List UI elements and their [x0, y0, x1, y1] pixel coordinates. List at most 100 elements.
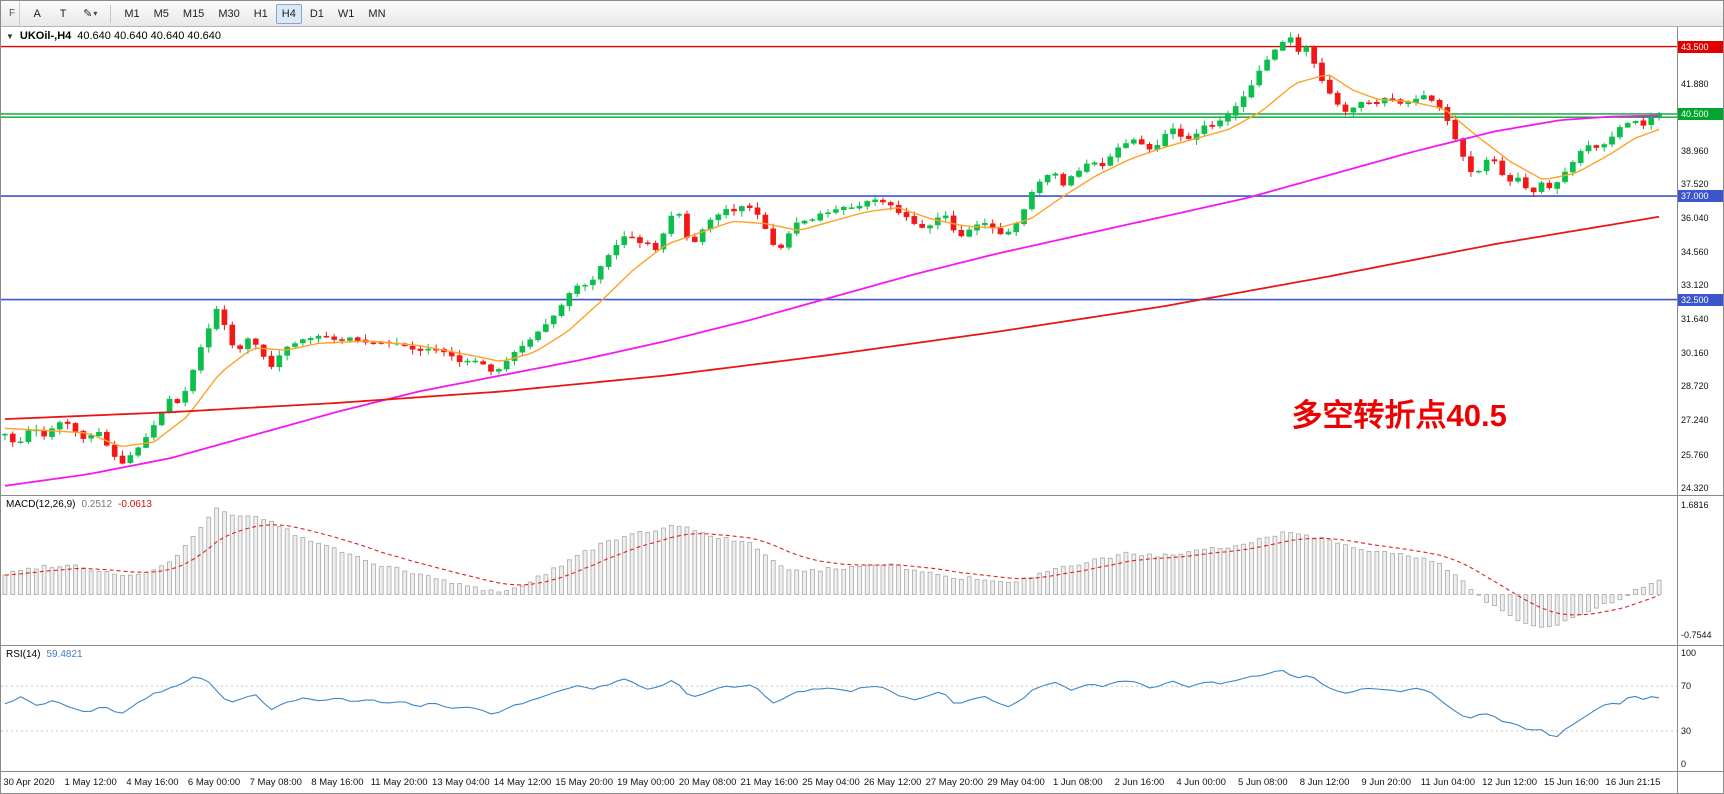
- timeframe-h1-button[interactable]: H1: [248, 4, 274, 24]
- time-label: 9 Jun 20:00: [1361, 777, 1412, 788]
- time-axis[interactable]: 30 Apr 2020 1 May 12:00 4 May 16:00 6 May 0…: [1, 771, 1723, 793]
- label-tool-button[interactable]: T: [51, 4, 75, 24]
- toolbar: F A T ✎ ▾ M1 M5 M15 M30 H1 H4 D1 W1 MN: [1, 1, 1723, 27]
- timeframe-w1-button[interactable]: W1: [332, 4, 361, 24]
- rsi-canvas: [1, 669, 1677, 738]
- price-tick-label: 36.040: [1681, 213, 1709, 224]
- timeframe-m5-button[interactable]: M5: [148, 4, 175, 24]
- timeframe-m30-button[interactable]: M30: [212, 4, 245, 24]
- rsi-tick-label: 30: [1681, 725, 1692, 736]
- time-label: 15 May 20:00: [555, 777, 614, 788]
- time-label: 20 May 08:00: [678, 777, 737, 788]
- macd-canvas: [2, 507, 1662, 628]
- price-tick-label: 41.880: [1681, 78, 1709, 89]
- time-label: 6 May 00:00: [187, 777, 241, 788]
- timeframe-d1-button[interactable]: D1: [304, 4, 330, 24]
- chart-title: ▼ UKOil-,H4 40.640 40.640 40.640 40.640: [6, 30, 221, 42]
- macd-signal-line: [4, 524, 1660, 616]
- text-tool-button[interactable]: A: [25, 4, 49, 24]
- price-line-badge: 43.500: [1678, 40, 1723, 53]
- macd-tick-label: 1.6816: [1681, 499, 1709, 510]
- macd-tick-label: -0.7544: [1681, 629, 1712, 640]
- time-label: 14 May 12:00: [493, 777, 552, 788]
- draw-tool-button[interactable]: ✎ ▾: [77, 4, 103, 24]
- time-label: 2 Jun 16:00: [1114, 777, 1165, 788]
- macd-plot[interactable]: MACD(12,26,9) 0.2512 -0.0613: [1, 496, 1677, 645]
- ma-slow-red: [4, 215, 1660, 421]
- pencil-icon: ✎: [83, 8, 93, 20]
- time-label: 25 May 04:00: [802, 777, 860, 788]
- time-label: 8 May 16:00: [311, 777, 364, 788]
- ma-fast-orange: [4, 74, 1660, 448]
- timeframe-h4-button[interactable]: H4: [275, 3, 302, 24]
- ohlc-values: 40.640 40.640 40.640 40.640: [77, 30, 222, 42]
- main-chart-panel: ▼ UKOil-,H4 40.640 40.640 40.640 40.640 …: [1, 27, 1723, 495]
- timeframe-m1-button[interactable]: M1: [118, 4, 145, 24]
- price-tick-label: 31.640: [1681, 314, 1709, 325]
- time-label: 12 Jun 12:00: [1482, 777, 1538, 788]
- price-line-badge: 40.500: [1678, 107, 1723, 120]
- time-label: 13 May 04:00: [432, 777, 490, 788]
- time-label: 26 May 12:00: [863, 777, 922, 788]
- macd-name: MACD(12,26,9): [6, 499, 76, 510]
- macd-indicator-panel: MACD(12,26,9) 0.2512 -0.0613 1.6816 -0.75…: [1, 495, 1723, 645]
- main-chart-canvas: [1, 32, 1677, 487]
- main-price-axis[interactable]: 41.880 38.960 37.520 36.040 34.560 33.120 31.6…: [1677, 27, 1723, 495]
- toolbar-separator: [110, 4, 112, 23]
- chart-annotation-text: 多空转折点40.5: [1291, 397, 1507, 433]
- price-tick-label: 30.160: [1681, 348, 1709, 359]
- ma-mid-magenta: [4, 114, 1660, 487]
- macd-axis[interactable]: 1.6816 -0.7544: [1677, 496, 1723, 645]
- main-plot[interactable]: ▼ UKOil-,H4 40.640 40.640 40.640 40.640 …: [1, 27, 1677, 495]
- price-tick-label: 27.240: [1681, 415, 1709, 426]
- rsi-tick-label: 0: [1681, 759, 1687, 770]
- rsi-indicator-panel: RSI(14) 59.4821 100 70 30 0: [1, 645, 1723, 771]
- timeframe-m15-button[interactable]: M15: [177, 4, 210, 24]
- dropdown-triangle-icon[interactable]: ▼: [6, 31, 14, 41]
- price-line-badge: 32.500: [1678, 293, 1723, 306]
- time-label: 5 Jun 08:00: [1238, 777, 1288, 788]
- symbol-label: UKOil-,H4: [19, 30, 72, 42]
- time-label: 1 May 12:00: [64, 777, 117, 788]
- time-label: 1 Jun 08:00: [1052, 777, 1103, 788]
- rsi-value: 59.4821: [46, 649, 83, 660]
- time-label: 21 May 16:00: [740, 777, 799, 788]
- price-tick-label: 33.120: [1681, 280, 1709, 291]
- time-axis-labels: 30 Apr 2020 1 May 12:00 4 May 16:00 6 May 0…: [1, 772, 1677, 793]
- time-label: 27 May 20:00: [925, 777, 984, 788]
- macd-value-main: 0.2512: [81, 499, 113, 510]
- time-label: 11 May 20:00: [370, 777, 428, 788]
- rsi-plot[interactable]: RSI(14) 59.4821: [1, 646, 1677, 771]
- time-label: 19 May 00:00: [617, 777, 675, 788]
- rsi-tick-label: 70: [1681, 681, 1692, 692]
- price-tick-label: 24.320: [1681, 482, 1709, 493]
- time-label: 29 May 04:00: [987, 777, 1045, 788]
- time-label: 15 Jun 16:00: [1543, 777, 1599, 788]
- time-axis-corner: [1677, 772, 1723, 793]
- price-tick-label: 34.560: [1681, 247, 1709, 258]
- timeframe-mn-button[interactable]: MN: [362, 4, 391, 24]
- price-tick-label: 38.960: [1681, 145, 1709, 156]
- price-line-badge: 37.000: [1678, 190, 1723, 203]
- time-label: 4 May 16:00: [126, 777, 179, 788]
- macd-histogram: [2, 507, 1662, 628]
- time-label: 30 Apr 2020: [3, 777, 55, 788]
- chevron-down-icon: ▾: [93, 9, 98, 18]
- time-label: 8 Jun 12:00: [1299, 777, 1350, 788]
- macd-value-signal: -0.0613: [118, 499, 152, 510]
- price-tick-label: 37.520: [1681, 179, 1709, 190]
- rsi-tick-label: 100: [1681, 647, 1697, 658]
- rsi-title: RSI(14) 59.4821: [6, 649, 83, 660]
- rsi-axis[interactable]: 100 70 30 0: [1677, 646, 1723, 771]
- price-tick-label: 25.760: [1681, 449, 1709, 460]
- macd-title: MACD(12,26,9) 0.2512 -0.0613: [6, 499, 152, 510]
- sidebar-tab[interactable]: F: [5, 1, 21, 26]
- time-label: 11 Jun 04:00: [1420, 777, 1476, 788]
- rsi-name: RSI(14): [6, 649, 41, 660]
- rsi-line: [4, 669, 1660, 738]
- time-label: 7 May 08:00: [249, 777, 302, 788]
- time-label: 4 Jun 00:00: [1176, 777, 1226, 788]
- price-tick-label: 28.720: [1681, 381, 1709, 392]
- time-label: 16 Jun 21:15: [1605, 777, 1661, 788]
